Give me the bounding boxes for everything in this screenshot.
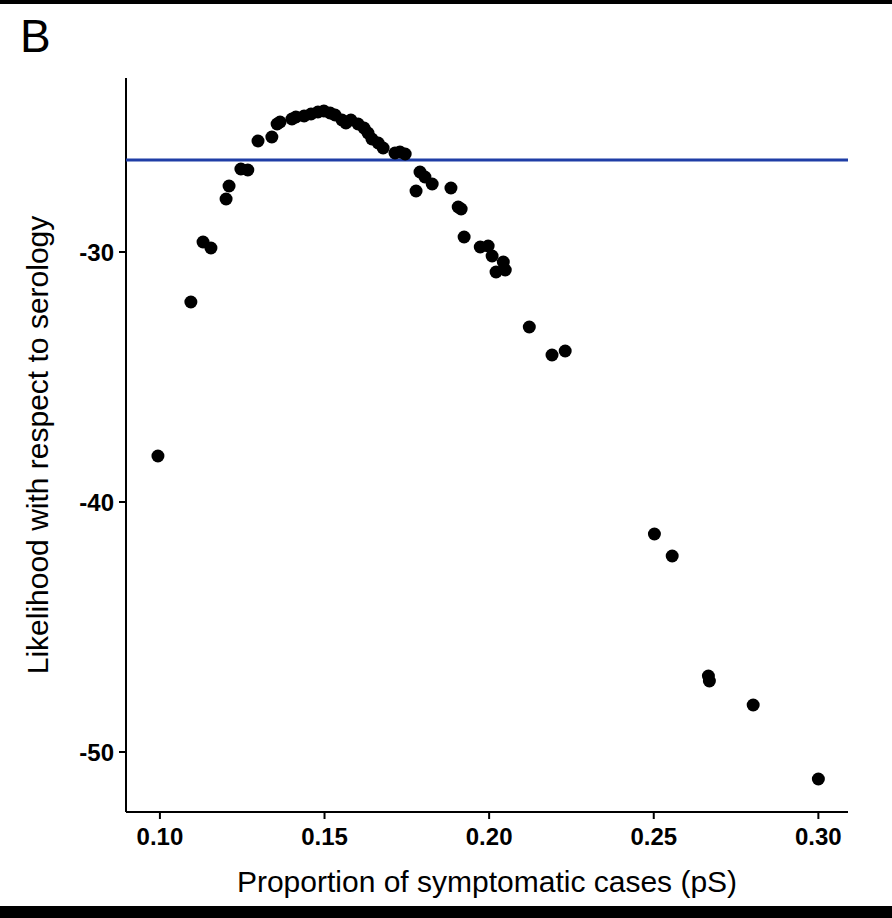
- point: [444, 182, 457, 195]
- y-tick-label: -30: [79, 239, 114, 266]
- point: [252, 135, 265, 148]
- x-tick-label: 0.25: [630, 823, 677, 850]
- point: [274, 116, 287, 129]
- point: [486, 250, 499, 263]
- plot-area: [126, 105, 848, 786]
- point: [204, 242, 217, 255]
- point: [559, 345, 572, 358]
- point: [747, 699, 760, 712]
- point: [151, 450, 164, 463]
- panel-label: B: [20, 10, 51, 62]
- y-tick-label: -50: [79, 739, 114, 766]
- point: [812, 773, 825, 786]
- y-axis-label: Likelihood with respect to serology: [21, 216, 54, 675]
- frame-top: [0, 0, 892, 4]
- point: [399, 148, 412, 161]
- x-tick: [817, 812, 819, 819]
- point: [546, 349, 559, 362]
- point: [499, 264, 512, 277]
- frame-bottom: [0, 906, 892, 918]
- point: [455, 203, 468, 216]
- point: [265, 131, 278, 144]
- y-axis: [125, 78, 127, 812]
- point: [666, 550, 679, 563]
- reference-line: [126, 159, 848, 162]
- x-tick: [653, 812, 655, 819]
- y-tick: [119, 751, 126, 753]
- point: [648, 528, 661, 541]
- x-tick-label: 0.20: [466, 823, 513, 850]
- chart: B 0.10 0.15 0.20 0.25 0.30 -50 -40 -30 Proportion…: [0, 0, 892, 918]
- x-tick: [159, 812, 161, 819]
- point: [703, 675, 716, 688]
- point: [426, 178, 439, 191]
- x-axis-label: Proportion of symptomatic cases (pS): [237, 865, 737, 898]
- x-axis: [126, 811, 848, 813]
- point: [220, 193, 233, 206]
- x-tick: [324, 812, 326, 819]
- point: [241, 164, 254, 177]
- point: [223, 180, 236, 193]
- x-tick-label: 0.15: [301, 823, 348, 850]
- x-tick-label: 0.10: [137, 823, 184, 850]
- point: [377, 142, 390, 155]
- y-tick: [119, 251, 126, 253]
- point: [523, 321, 536, 334]
- point: [410, 185, 423, 198]
- x-tick-label: 0.30: [795, 823, 842, 850]
- point: [458, 231, 471, 244]
- y-tick: [119, 501, 126, 503]
- x-tick: [488, 812, 490, 819]
- y-tick-label: -40: [79, 489, 114, 516]
- point: [184, 296, 197, 309]
